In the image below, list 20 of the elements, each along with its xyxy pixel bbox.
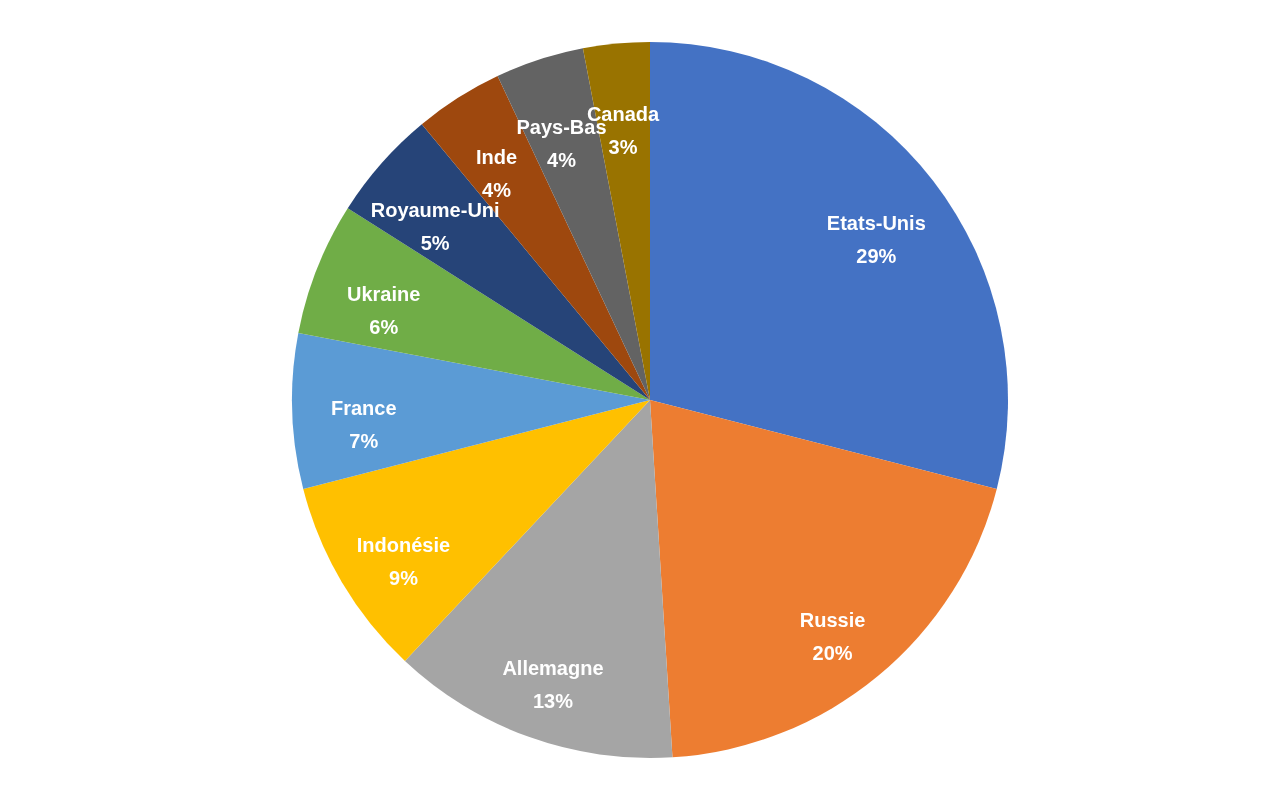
data-label: 4%: [547, 148, 577, 171]
slice-label: France: [330, 397, 397, 419]
data-label: 3%: [608, 135, 638, 158]
data-label: 9%: [389, 566, 419, 589]
pie-slice: [303, 400, 650, 661]
slice-label: Indonésie: [356, 533, 451, 556]
data-label: 4%: [482, 179, 512, 202]
data-label: 7%: [349, 430, 379, 452]
data-label: 13%: [532, 690, 574, 713]
slice-label: Ukraine: [347, 282, 421, 305]
slice-label: Allemagne: [502, 657, 604, 680]
pie-slice: [292, 332, 650, 490]
slice-label: Inde: [475, 146, 518, 169]
data-label: 20%: [812, 641, 853, 664]
data-label: 5%: [420, 231, 450, 254]
data-label: 29%: [856, 245, 897, 268]
data-label: 6%: [369, 315, 399, 338]
slice-label: Russie: [799, 608, 866, 631]
pie-slice: [650, 400, 997, 758]
slice-label: Etats-Unis: [826, 212, 926, 235]
